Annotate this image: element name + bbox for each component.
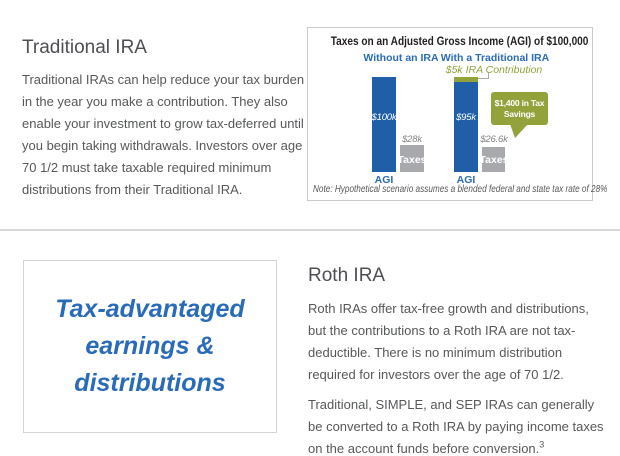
chart-title: Taxes on an Adjusted Gross Income (AGI) … — [330, 34, 589, 48]
ira-contribution-label: $5k IRA Contribution — [445, 64, 543, 76]
agi-bar-with-ira — [454, 77, 478, 172]
callout-line-2: Savings — [503, 108, 536, 119]
quote-line-3: distributions — [74, 369, 226, 397]
chart-note: Note: Hypothetical scenario assumes a bl… — [313, 184, 608, 195]
agi-value-with-ira: $95k — [456, 112, 476, 123]
agi-tax-comparison-chart: Taxes on an Adjusted Gross Income (AGI) … — [307, 27, 608, 201]
traditional-ira-heading: Traditional IRA — [22, 37, 147, 58]
callout-line-1: $1,400 in Tax — [494, 97, 545, 108]
roth-ira-paragraph-2-text: Traditional, SIMPLE, and SEP IRAs can ge… — [308, 397, 604, 456]
roth-ira-heading: Roth IRA — [308, 265, 386, 286]
roth-ira-paragraph-2: Traditional, SIMPLE, and SEP IRAs can ge… — [308, 394, 608, 456]
agi-value-without-ira: $100k — [371, 112, 397, 123]
agi-axis-label: AGI — [456, 174, 476, 186]
agi-segment — [454, 82, 478, 172]
contribution-cap-segment — [454, 77, 478, 82]
agi-segment — [372, 77, 396, 172]
callout-tail — [510, 124, 528, 138]
roth-ira-section: Roth IRA Roth IRAs offer tax-free growth… — [308, 266, 608, 456]
contribution-connector-line — [478, 73, 489, 79]
quote-text: Tax-advantaged earnings & distributions — [55, 291, 244, 402]
taxes-bar-with-ira — [482, 147, 505, 172]
roth-ira-paragraph-1: Roth IRAs offer tax-free growth and dist… — [308, 301, 589, 382]
group-label-with-ira: With a Traditional IRA — [440, 52, 550, 64]
taxes-segment — [400, 145, 424, 172]
quote-box: Tax-advantaged earnings & distributions — [23, 260, 277, 433]
taxes-bar-label: Taxes — [479, 154, 509, 166]
tax-savings-callout: $1,400 in Tax Savings — [491, 92, 548, 125]
traditional-ira-description: Traditional IRAs can help reduce your ta… — [22, 72, 305, 197]
taxes-bar-without-ira — [400, 145, 424, 172]
taxes-value-without-ira: $28k — [402, 134, 422, 145]
quote-line-1: Tax-advantaged — [55, 295, 245, 323]
footnote-ref: 3 — [539, 439, 545, 450]
group-label-without-ira: Without an IRA — [363, 52, 439, 64]
agi-bar-without-ira — [372, 77, 396, 172]
taxes-segment — [482, 147, 505, 172]
taxes-value-with-ira: $26.6k — [480, 134, 508, 145]
traditional-ira-section: Traditional IRA Traditional IRAs can hel… — [22, 38, 307, 201]
quote-line-2: earnings & — [85, 332, 215, 360]
section-divider — [0, 229, 620, 231]
agi-axis-label: AGI — [374, 174, 394, 186]
taxes-bar-label: Taxes — [397, 154, 427, 166]
